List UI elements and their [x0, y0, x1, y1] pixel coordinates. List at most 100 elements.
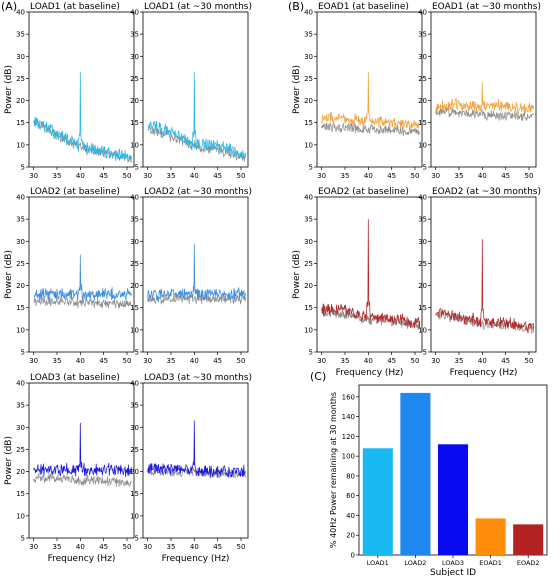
x-tick-label: 35	[167, 172, 176, 180]
y-tick-label: 15	[16, 119, 25, 127]
y-tick-label: 40	[130, 380, 139, 388]
bar-category-label: EOAD1	[479, 559, 502, 567]
x-tick-label: 30	[29, 172, 38, 180]
panel-title: LOAD3 (at baseline)	[30, 373, 120, 383]
y-tick-label: 15	[304, 119, 313, 127]
y-tick-label: 25	[304, 75, 313, 83]
y-tick-label: 35	[130, 216, 139, 224]
panel-title: EOAD2 (at ~30 months)	[432, 187, 541, 197]
y-tick-label: 10	[418, 141, 427, 149]
y-tick-label: 40	[130, 194, 139, 202]
y-tick-label: 35	[130, 402, 139, 410]
y-tick-label: 25	[130, 75, 139, 83]
x-tick-label: 40	[478, 357, 487, 365]
x-tick-label: 45	[213, 357, 222, 365]
x-tick-label: 50	[411, 172, 420, 180]
plot-frame	[28, 11, 135, 168]
spectrum-panel-10: LOAD3 (at ~30 months) 5 10 15 20 25 30 35 40 30 35…	[130, 373, 252, 564]
x-tick-label: 35	[455, 172, 464, 180]
x-tick-label: 50	[411, 357, 420, 365]
bar-y-tick-label: 120	[342, 433, 355, 441]
x-tick-label: 45	[501, 172, 510, 180]
y-tick-label: 35	[418, 31, 427, 39]
x-tick-label: 40	[190, 543, 199, 551]
x-tick-label: 40	[76, 543, 85, 551]
x-axis-label: Frequency (Hz)	[450, 368, 518, 378]
y-tick-label: 5	[135, 535, 139, 543]
plot-frame	[28, 196, 135, 353]
y-tick-label: 20	[16, 282, 25, 290]
x-tick-label: 50	[123, 543, 132, 551]
spectrum-panel-8: EOAD2 (at ~30 months) 5 10 15 20 25 30 35 40 30 35…	[418, 187, 541, 378]
y-tick-label: 35	[16, 31, 25, 39]
y-tick-label: 15	[418, 119, 427, 127]
plot-frame	[28, 382, 135, 539]
y-tick-label: 15	[130, 304, 139, 312]
y-tick-label: 40	[16, 380, 25, 388]
y-tick-label: 30	[130, 238, 139, 246]
spectrum-panel-2: LOAD1 (at ~30 months) 5 10 15 20 25 30 35 40 30 35…	[130, 2, 252, 180]
spectrum-panel-1: LOAD1 (at baseline) 5 10 15 20 25 30 35 40 30 35 40…	[4, 2, 135, 180]
bar-y-tick-label: 160	[342, 393, 355, 401]
bar-x-axis-label: Subject ID	[430, 568, 476, 576]
y-tick-label: 5	[309, 164, 313, 172]
x-tick-label: 35	[167, 357, 176, 365]
panel-label-a: (A)	[1, 0, 18, 13]
x-tick-label: 50	[237, 357, 246, 365]
y-tick-label: 15	[130, 490, 139, 498]
spectrum-panel-4: EOAD1 (at ~30 months) 5 10 15 20 25 30 35 40 30 35…	[418, 2, 541, 180]
x-tick-label: 35	[341, 357, 350, 365]
subject-trace	[321, 219, 421, 329]
y-tick-label: 10	[130, 512, 139, 520]
y-tick-label: 15	[304, 304, 313, 312]
y-tick-label: 35	[304, 31, 313, 39]
x-tick-label: 35	[53, 172, 62, 180]
x-tick-label: 30	[29, 357, 38, 365]
bar-y-tick-label: 100	[342, 453, 355, 461]
bar-eoad1	[475, 518, 506, 555]
y-tick-label: 20	[130, 97, 139, 105]
y-tick-label: 20	[418, 97, 427, 105]
y-axis-label: Power (dB)	[4, 65, 14, 114]
subject-trace	[33, 422, 133, 477]
control-trace	[321, 121, 421, 137]
x-tick-label: 50	[123, 357, 132, 365]
bar-category-label: LOAD3	[442, 559, 464, 567]
spectrum-panel-9: LOAD3 (at baseline) 5 10 15 20 25 30 35 40 30 35 40…	[4, 373, 135, 564]
panel-title: LOAD1 (at ~30 months)	[144, 2, 252, 12]
y-tick-label: 35	[130, 31, 139, 39]
bar-category-label: LOAD1	[367, 559, 389, 567]
y-tick-label: 15	[130, 119, 139, 127]
y-tick-label: 35	[304, 216, 313, 224]
y-tick-label: 25	[130, 260, 139, 268]
subject-trace	[435, 82, 535, 115]
y-tick-label: 40	[130, 9, 139, 17]
x-tick-label: 35	[455, 357, 464, 365]
y-tick-label: 5	[423, 349, 427, 357]
spectrum-panel-5: LOAD2 (at baseline) 5 10 15 20 25 30 35 40 30 35 40…	[4, 187, 135, 365]
plot-frame	[142, 382, 249, 539]
x-tick-label: 50	[525, 172, 534, 180]
x-tick-label: 50	[123, 172, 132, 180]
x-tick-label: 45	[99, 543, 108, 551]
y-tick-label: 20	[304, 97, 313, 105]
panel-title: EOAD2 (at baseline)	[318, 187, 409, 197]
y-tick-label: 25	[418, 260, 427, 268]
bar-y-tick-label: 140	[342, 413, 355, 421]
y-tick-label: 5	[309, 349, 313, 357]
y-tick-label: 25	[304, 260, 313, 268]
subject-trace	[147, 243, 247, 302]
bar-category-label: LOAD2	[404, 559, 426, 567]
x-tick-label: 45	[387, 357, 396, 365]
y-tick-label: 10	[130, 141, 139, 149]
x-tick-label: 50	[237, 172, 246, 180]
subject-trace	[147, 71, 247, 159]
subject-trace	[147, 420, 247, 479]
y-tick-label: 40	[418, 194, 427, 202]
y-axis-label: Power (dB)	[292, 250, 302, 299]
x-tick-label: 30	[143, 357, 152, 365]
y-tick-label: 30	[418, 53, 427, 61]
y-tick-label: 40	[16, 194, 25, 202]
y-tick-label: 30	[418, 238, 427, 246]
